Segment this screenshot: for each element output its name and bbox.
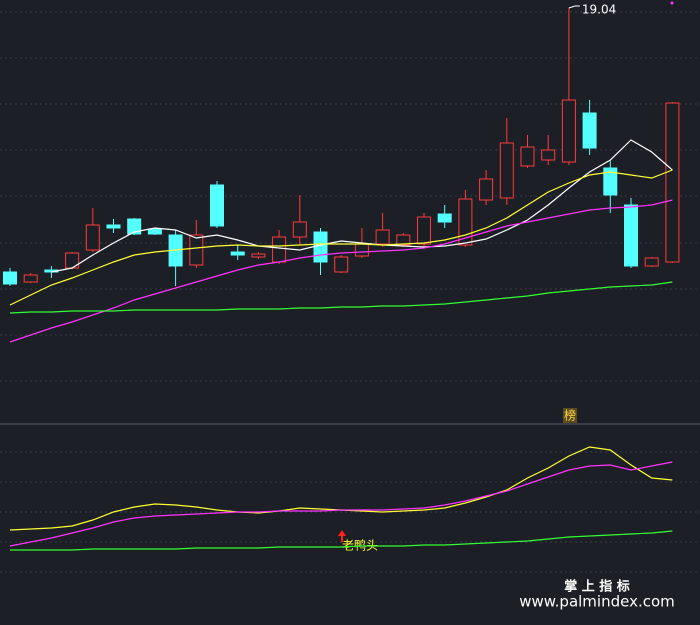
candle-body [644, 257, 659, 267]
signal-label: 榜 [564, 408, 576, 423]
grid [0, 11, 700, 573]
candle-body [3, 271, 17, 285]
marker-dot [670, 1, 674, 5]
candle-body [437, 213, 452, 223]
line-series [9, 446, 673, 531]
candle-body [210, 184, 224, 227]
candle-body [147, 228, 162, 235]
candle-body [417, 216, 431, 245]
high-pointer [568, 5, 580, 9]
candle-body [106, 224, 121, 229]
candle-body [499, 142, 514, 199]
line-series [9, 281, 673, 314]
line-series [51, 139, 673, 273]
candle-body [127, 218, 142, 235]
line-series [9, 461, 673, 547]
candle-body [520, 146, 535, 167]
candle-body [85, 224, 100, 251]
candle-body [375, 229, 390, 245]
high-label: 19.04 [582, 3, 616, 17]
candle-body [23, 274, 38, 283]
candle-body [313, 231, 328, 263]
line-series [10, 530, 673, 551]
candle-body [189, 234, 204, 266]
candle-body [665, 102, 680, 263]
candle-body [603, 167, 618, 196]
candle-body [251, 253, 266, 258]
line-series [9, 169, 673, 306]
candle-body [292, 221, 307, 238]
candle-body [582, 112, 597, 149]
watermark-url: www.palmindex.com [519, 593, 675, 611]
watermark-brand: 掌 上 指 标 [564, 579, 630, 595]
candle-body [541, 149, 556, 161]
signal-box [563, 408, 577, 423]
candle-body [396, 234, 411, 246]
candle-body [561, 99, 576, 163]
line-series [9, 199, 673, 343]
candle-body [479, 178, 494, 201]
candle-body [272, 236, 287, 263]
signal-arrow [338, 530, 346, 542]
candle-body [230, 251, 245, 256]
candle-body [334, 256, 349, 273]
candle-body [624, 204, 638, 267]
candle-body [354, 243, 369, 257]
